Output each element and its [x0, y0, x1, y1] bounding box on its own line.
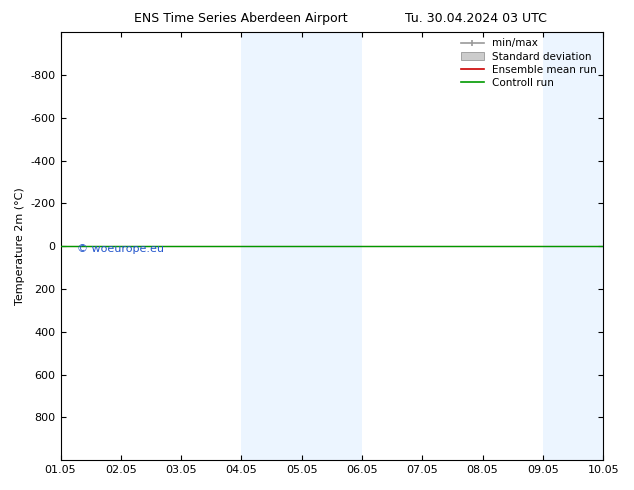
Bar: [242, 32, 362, 460]
Bar: [543, 32, 633, 460]
Text: © woeurope.eu: © woeurope.eu: [77, 244, 164, 254]
Y-axis label: Temperature 2m (°C): Temperature 2m (°C): [15, 187, 25, 305]
Legend: min/max, Standard deviation, Ensemble mean run, Controll run: min/max, Standard deviation, Ensemble me…: [456, 34, 601, 92]
Text: Tu. 30.04.2024 03 UTC: Tu. 30.04.2024 03 UTC: [404, 12, 547, 25]
Text: ENS Time Series Aberdeen Airport: ENS Time Series Aberdeen Airport: [134, 12, 347, 25]
